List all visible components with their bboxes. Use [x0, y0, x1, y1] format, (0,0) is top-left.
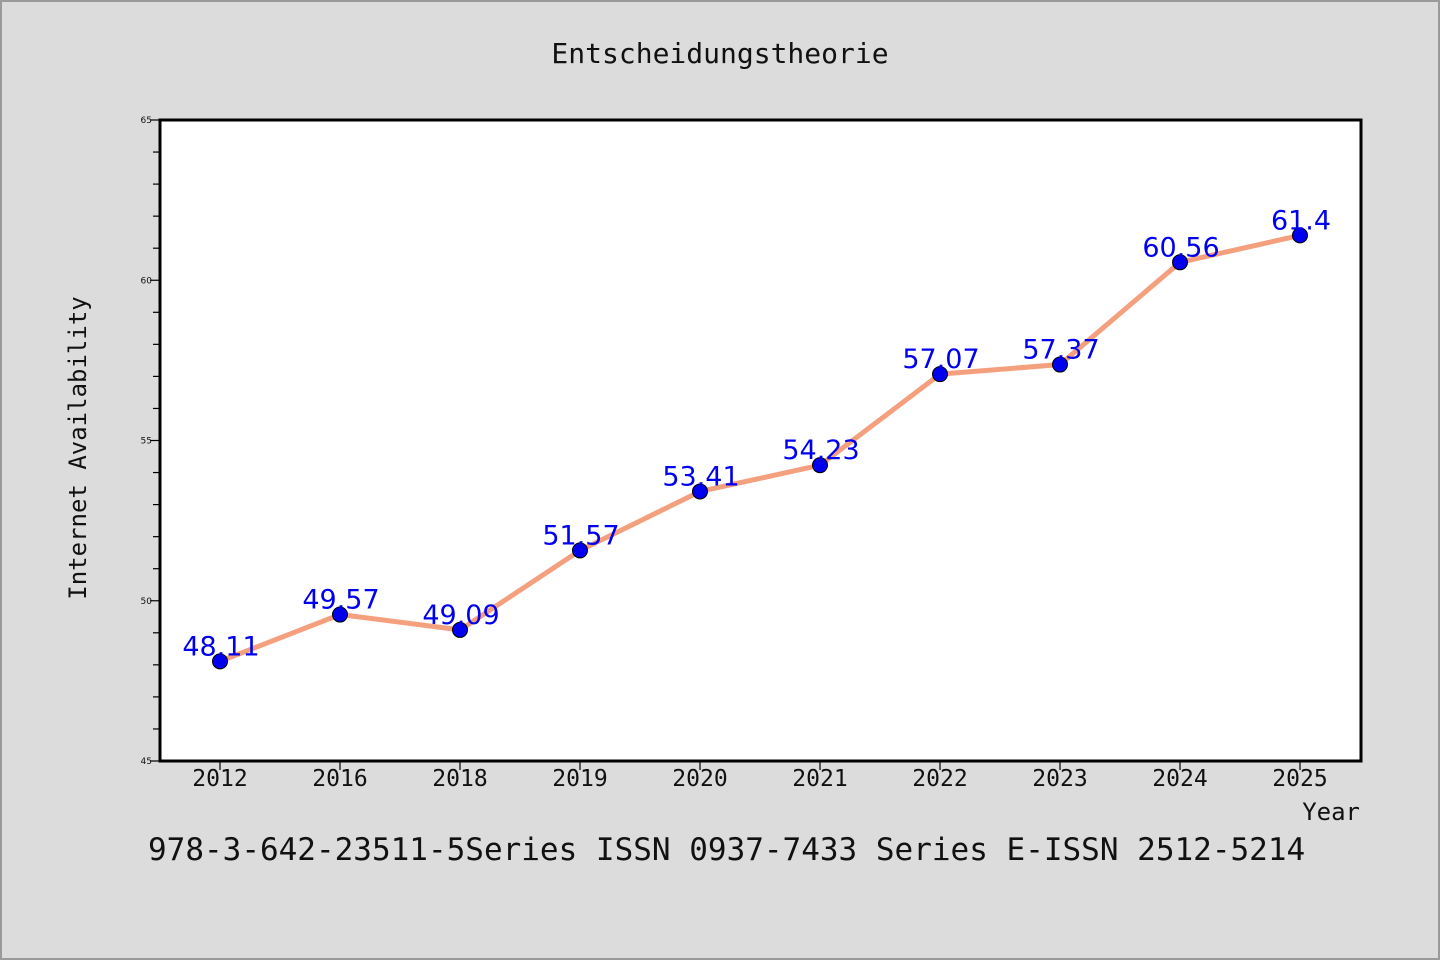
- plot-frame: [158, 118, 1363, 763]
- data-point: [932, 366, 948, 383]
- x-axis-label: Year: [1302, 798, 1360, 826]
- x-tick-label: 2023: [1032, 766, 1087, 792]
- data-point: [332, 606, 348, 623]
- data-point: [692, 483, 708, 500]
- data-label: 49.09: [422, 600, 499, 631]
- data-label: 54.23: [782, 435, 859, 466]
- data-label: 60.56: [1142, 232, 1219, 263]
- data-point: [452, 621, 468, 638]
- y-tick-label: 50: [141, 597, 153, 607]
- chart-title: Entscheidungstheorie: [551, 37, 888, 70]
- x-tick-label: 2018: [432, 766, 487, 792]
- data-label: 49.57: [302, 585, 379, 616]
- data-label: 61.4: [1271, 205, 1331, 236]
- data-label: 51.57: [542, 520, 619, 551]
- data-point: [572, 542, 588, 559]
- footer-caption: 978-3-642-23511-5Series ISSN 0937-7433 S…: [148, 832, 1306, 868]
- x-tick-label: 2012: [192, 766, 247, 792]
- x-tick-label: 2020: [672, 766, 727, 792]
- x-tick-label: 2019: [552, 766, 607, 792]
- data-point: [1052, 356, 1068, 373]
- series-layer: 48.11 49.57 49.09 51.57 53.41 54.23 57.07 57.37…: [182, 205, 1331, 670]
- data-label: 57.37: [1022, 335, 1099, 366]
- y-tick-label: 65: [141, 116, 152, 126]
- y-axis-label: Internet Availability: [64, 296, 92, 599]
- data-label: 48.11: [182, 631, 259, 662]
- data-label: 53.41: [662, 461, 739, 492]
- series-line: [217, 232, 1303, 664]
- data-point: [812, 457, 828, 474]
- x-tick-label: 2024: [1152, 766, 1207, 792]
- x-tick-label: 2025: [1272, 766, 1327, 792]
- y-tick-label: 55: [141, 437, 152, 447]
- data-label: 57.07: [902, 344, 979, 375]
- data-point: [1172, 254, 1188, 271]
- plot-area: [160, 120, 1361, 761]
- x-tick-label: 2022: [912, 766, 967, 792]
- y-tick-label: 45: [141, 757, 152, 767]
- data-point: [1292, 227, 1308, 244]
- axes: 45 50 55 60 65 2012 2016 2018 2019 2020 2021 2022 20…: [141, 116, 1328, 792]
- x-tick-label: 2021: [792, 766, 847, 792]
- x-tick-label: 2016: [312, 766, 367, 792]
- y-tick-label: 60: [141, 276, 153, 286]
- data-point: [212, 653, 228, 670]
